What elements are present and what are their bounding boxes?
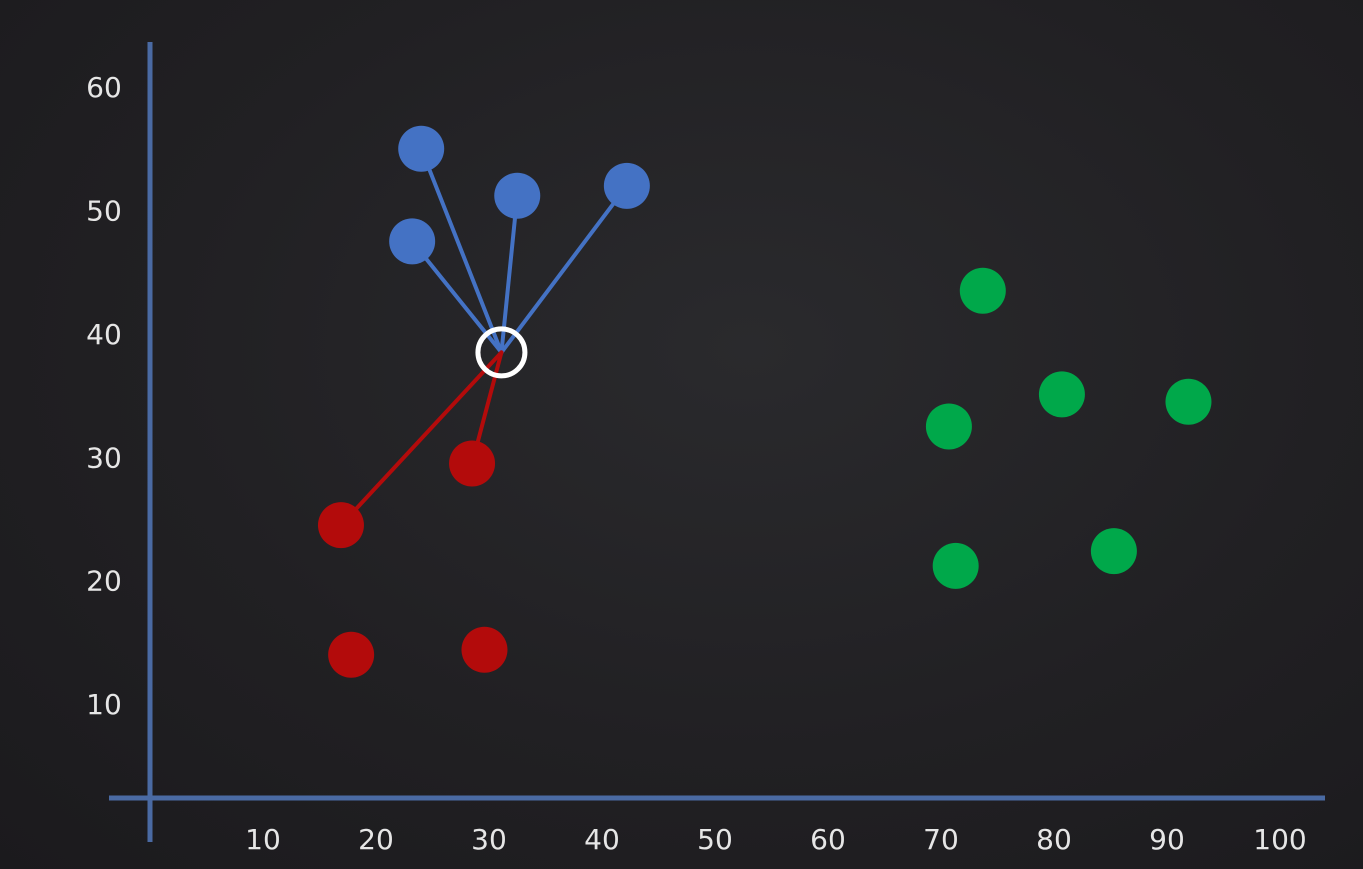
data-point bbox=[1090, 528, 1137, 575]
x-tick-label: 70 bbox=[923, 823, 959, 856]
neighbor-link bbox=[338, 350, 504, 528]
data-point bbox=[959, 267, 1006, 314]
x-tick-label: 100 bbox=[1253, 823, 1306, 856]
neighbor-link bbox=[419, 146, 504, 355]
x-tick-label: 50 bbox=[697, 823, 733, 856]
x-tick-label: 60 bbox=[810, 823, 846, 856]
x-tick-label: 40 bbox=[584, 823, 620, 856]
data-point bbox=[1165, 378, 1212, 425]
axes bbox=[109, 42, 1325, 842]
data-point bbox=[449, 440, 496, 487]
x-tick-label: 90 bbox=[1149, 823, 1185, 856]
neighbor-links bbox=[338, 146, 629, 528]
y-tick-labels: 10 20 30 40 50 60 bbox=[86, 71, 122, 721]
neighbor-link bbox=[499, 193, 520, 355]
y-tick-label: 10 bbox=[86, 688, 122, 721]
query-point bbox=[475, 326, 528, 379]
x-tick-label: 30 bbox=[471, 823, 507, 856]
data-point bbox=[932, 542, 979, 589]
y-tick-label: 20 bbox=[86, 565, 122, 598]
x-tick-label: 20 bbox=[358, 823, 394, 856]
data-point bbox=[317, 502, 364, 549]
data-point bbox=[328, 631, 375, 678]
data-point bbox=[494, 172, 541, 219]
data-point bbox=[398, 125, 445, 172]
x-tick-label: 80 bbox=[1036, 823, 1072, 856]
data-point bbox=[1038, 371, 1085, 418]
x-tick-label: 10 bbox=[245, 823, 281, 856]
data-points bbox=[317, 125, 1212, 678]
y-tick-label: 50 bbox=[86, 195, 122, 228]
neighbor-link bbox=[499, 183, 629, 355]
data-point bbox=[389, 218, 436, 265]
x-tick-labels: 10 20 30 40 50 60 70 80 90 100 bbox=[245, 823, 1307, 856]
y-tick-label: 60 bbox=[86, 71, 122, 104]
data-point bbox=[461, 626, 508, 673]
y-tick-label: 40 bbox=[86, 318, 122, 351]
query-point-group bbox=[475, 326, 528, 379]
data-point bbox=[925, 403, 972, 450]
y-tick-label: 30 bbox=[86, 441, 122, 474]
data-point bbox=[603, 162, 650, 209]
